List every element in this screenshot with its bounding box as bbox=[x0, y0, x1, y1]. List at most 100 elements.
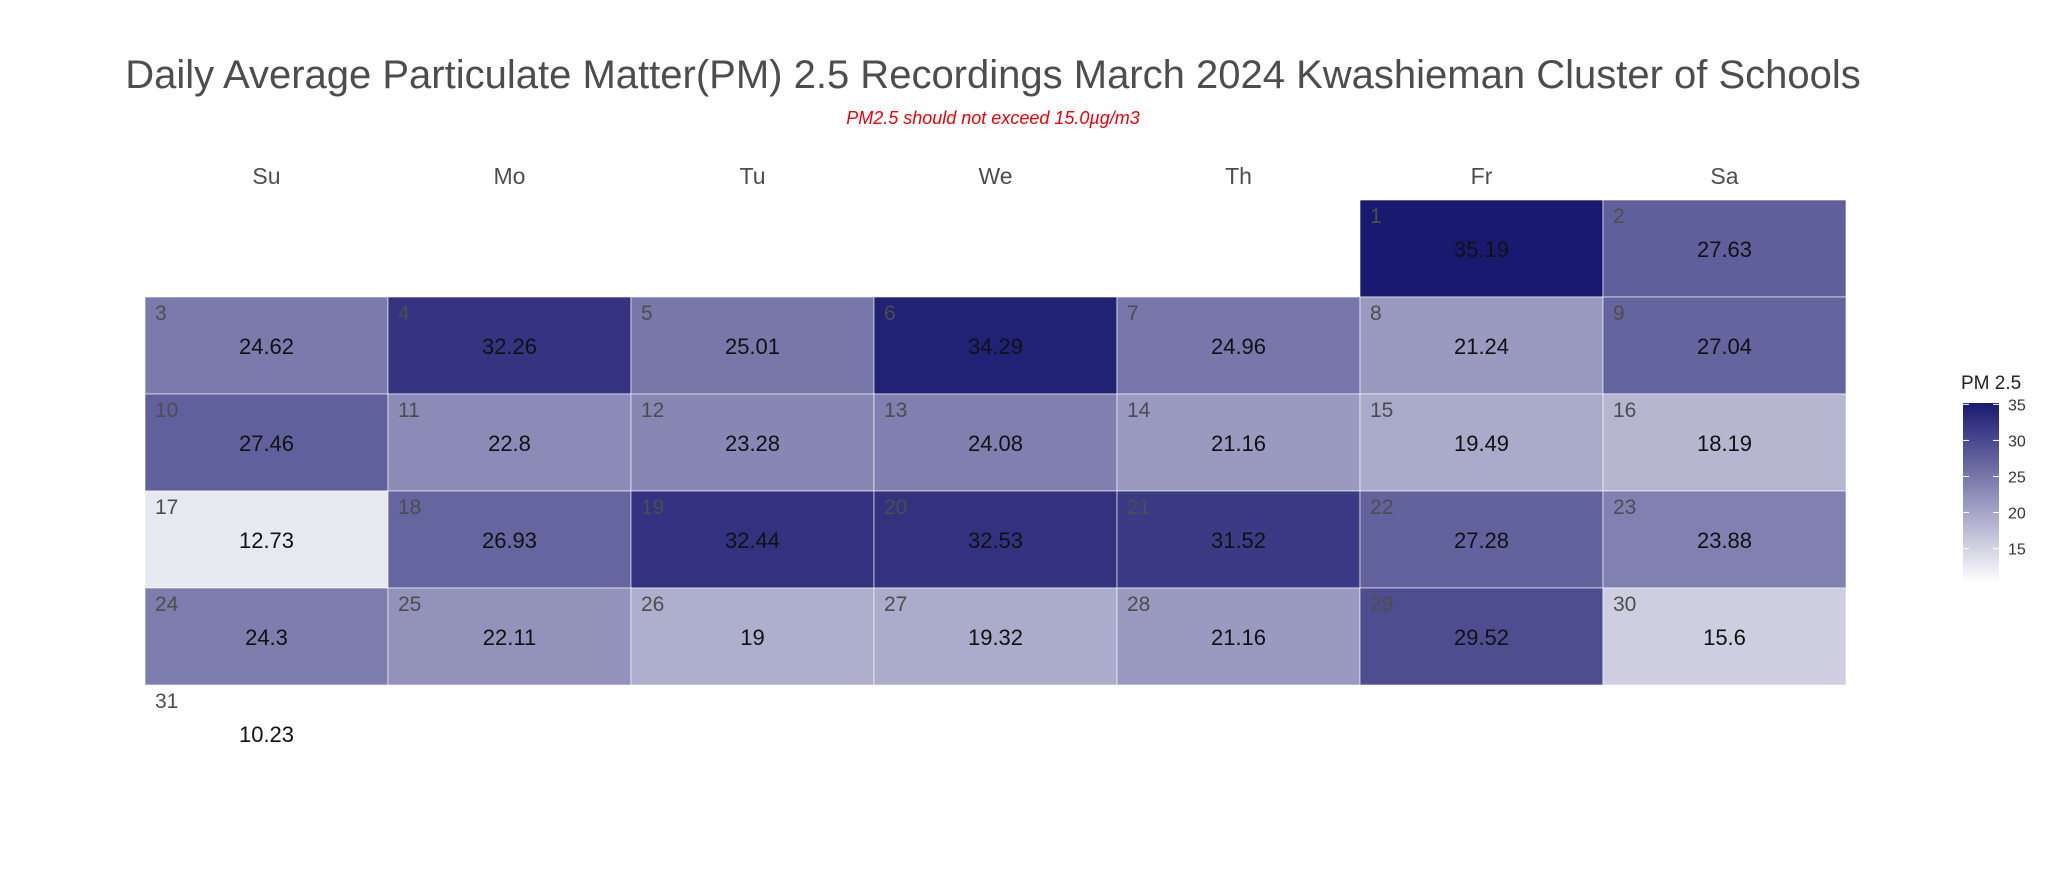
day-cell: 24 24.3 bbox=[144, 587, 389, 686]
day-cell: 23 23.88 bbox=[1602, 490, 1847, 589]
weekday-label-tu: Tu bbox=[740, 163, 766, 189]
pm25-value-label: 29.52 bbox=[1454, 625, 1509, 650]
day-number: 13 bbox=[884, 399, 907, 422]
day-number: 3 bbox=[155, 302, 167, 325]
weekday-label-th: Th bbox=[1225, 163, 1252, 189]
day-cell-tile bbox=[1359, 296, 1604, 395]
day-cell-tile bbox=[630, 296, 875, 395]
pm25-value-label: 10.23 bbox=[239, 722, 294, 747]
pm25-value-label: 27.46 bbox=[239, 431, 294, 456]
pm25-value-label: 21.24 bbox=[1454, 334, 1509, 359]
day-cell-tile bbox=[1359, 199, 1604, 298]
day-cell: 821.24 bbox=[1359, 296, 1604, 395]
pm25-value-label: 22.8 bbox=[488, 431, 531, 456]
day-number: 18 bbox=[398, 496, 421, 519]
day-cell: 927.04 bbox=[1602, 296, 1847, 395]
day-number: 31 bbox=[155, 690, 178, 713]
pm25-value-label: 32.53 bbox=[968, 528, 1023, 553]
day-cell-tile bbox=[144, 393, 389, 492]
day-cell: 11 22.8 bbox=[387, 393, 632, 492]
day-cell: 135.19 bbox=[1359, 199, 1604, 298]
day-number: 9 bbox=[1613, 302, 1625, 325]
day-cell-tile bbox=[1602, 393, 1847, 492]
day-cell-tile bbox=[1359, 587, 1604, 686]
day-cell-tile bbox=[387, 587, 632, 686]
legend-tick-label: 25 bbox=[2008, 469, 2026, 486]
pm25-value-label: 34.29 bbox=[968, 334, 1023, 359]
day-cell: 13 24.08 bbox=[873, 393, 1118, 492]
pm25-value-label: 23.28 bbox=[725, 431, 780, 456]
pm25-value-label: 15.6 bbox=[1703, 625, 1746, 650]
day-cell-tile bbox=[144, 490, 389, 589]
day-number: 24 bbox=[155, 593, 179, 616]
calendar-grid: 135.19227.63324.62432.26525.01634.29724.… bbox=[144, 199, 1847, 747]
day-cell: 17 12.73 bbox=[144, 490, 389, 589]
chart-subtitle: PM2.5 should not exceed 15.0µg/m3 bbox=[846, 108, 1140, 128]
day-cell: 14 21.16 bbox=[1116, 393, 1361, 492]
day-cell: 19 32.44 bbox=[630, 490, 875, 589]
weekday-label-mo: Mo bbox=[494, 163, 526, 189]
weekday-label-we: We bbox=[978, 163, 1012, 189]
day-cell: 31 10.23 bbox=[155, 690, 294, 747]
pm25-value-label: 32.26 bbox=[482, 334, 537, 359]
day-cell: 25 22.11 bbox=[387, 587, 632, 686]
day-cell-tile bbox=[1116, 490, 1361, 589]
day-number: 11 bbox=[398, 399, 420, 422]
day-cell: 724.96 bbox=[1116, 296, 1361, 395]
legend-tick-label: 15 bbox=[2008, 542, 2026, 559]
day-cell-tile bbox=[1602, 490, 1847, 589]
day-cell: 634.29 bbox=[873, 296, 1118, 395]
pm25-value-label: 24.08 bbox=[968, 431, 1023, 456]
pm25-value-label: 24.3 bbox=[245, 625, 288, 650]
pm25-value-label: 27.28 bbox=[1454, 528, 1509, 553]
day-cell-tile bbox=[1116, 296, 1361, 395]
weekday-label-fr: Fr bbox=[1471, 163, 1493, 189]
pm25-value-label: 26.93 bbox=[482, 528, 537, 553]
pm25-value-label: 32.44 bbox=[725, 528, 780, 553]
day-number: 28 bbox=[1127, 593, 1150, 616]
pm25-value-label: 21.16 bbox=[1211, 431, 1266, 456]
legend-tick-label: 20 bbox=[2008, 506, 2026, 523]
pm25-value-label: 24.62 bbox=[239, 334, 294, 359]
day-cell-tile bbox=[144, 296, 389, 395]
day-cell: 29 29.52 bbox=[1359, 587, 1604, 686]
day-cell: 21 31.52 bbox=[1116, 490, 1361, 589]
pm25-value-label: 35.19 bbox=[1454, 237, 1509, 262]
day-number: 2 bbox=[1613, 205, 1625, 228]
day-number: 29 bbox=[1370, 593, 1393, 616]
day-number: 16 bbox=[1613, 399, 1636, 422]
pm25-value-label: 19.49 bbox=[1454, 431, 1509, 456]
legend-tick-label: 35 bbox=[2008, 397, 2026, 414]
day-number: 17 bbox=[155, 496, 178, 519]
pm25-value-label: 25.01 bbox=[725, 334, 780, 359]
day-number: 26 bbox=[641, 593, 664, 616]
day-number: 1 bbox=[1370, 205, 1382, 228]
day-number: 4 bbox=[398, 302, 410, 325]
day-number: 7 bbox=[1127, 302, 1139, 325]
day-cell-tile bbox=[1359, 490, 1604, 589]
day-number: 15 bbox=[1370, 399, 1393, 422]
legend-title: PM 2.5 bbox=[1961, 373, 2021, 394]
day-cell: 15 19.49 bbox=[1359, 393, 1604, 492]
legend-ticks: 15 20 25 30 35 bbox=[1963, 397, 2026, 559]
pm25-value-label: 27.04 bbox=[1697, 334, 1752, 359]
chart-title: Daily Average Particulate Matter(PM) 2.5… bbox=[125, 53, 1861, 97]
pm25-value-label: 12.73 bbox=[239, 528, 294, 553]
day-cell: 432.26 bbox=[387, 296, 632, 395]
day-cell-tile bbox=[387, 490, 632, 589]
pm25-value-label: 23.88 bbox=[1697, 528, 1752, 553]
pm25-value-label: 19 bbox=[740, 625, 764, 650]
legend-colorbar bbox=[1963, 403, 1999, 583]
day-cell: 525.01 bbox=[630, 296, 875, 395]
day-cell: 30 15.6 bbox=[1602, 587, 1847, 686]
day-cell: 324.62 bbox=[144, 296, 389, 395]
day-cell-tile bbox=[1116, 393, 1361, 492]
day-cell: 10 27.46 bbox=[144, 393, 389, 492]
day-cell-tile bbox=[873, 296, 1118, 395]
day-cell-tile bbox=[1359, 393, 1604, 492]
day-cell-tile bbox=[630, 490, 875, 589]
day-number: 21 bbox=[1127, 496, 1150, 519]
day-number: 14 bbox=[1127, 399, 1151, 422]
day-cell: 227.63 bbox=[1602, 199, 1847, 298]
pm25-value-label: 24.96 bbox=[1211, 334, 1266, 359]
